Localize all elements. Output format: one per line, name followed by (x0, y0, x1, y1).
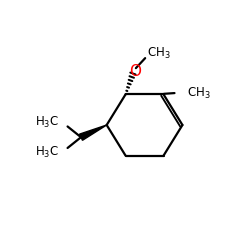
Text: O: O (129, 64, 141, 79)
Text: H$_3$C: H$_3$C (35, 114, 59, 130)
Text: H$_3$C: H$_3$C (35, 145, 59, 160)
Text: CH$_3$: CH$_3$ (147, 46, 171, 61)
Polygon shape (80, 125, 107, 140)
Text: CH$_3$: CH$_3$ (187, 86, 210, 101)
